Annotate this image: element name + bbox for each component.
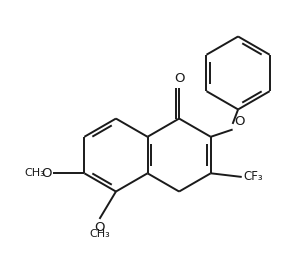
Text: CF₃: CF₃ (243, 170, 263, 183)
Text: O: O (234, 115, 245, 128)
Text: CH₃: CH₃ (89, 229, 110, 239)
Text: O: O (174, 72, 184, 85)
Text: O: O (41, 167, 52, 180)
Text: CH₃: CH₃ (24, 168, 45, 178)
Text: O: O (94, 221, 105, 234)
